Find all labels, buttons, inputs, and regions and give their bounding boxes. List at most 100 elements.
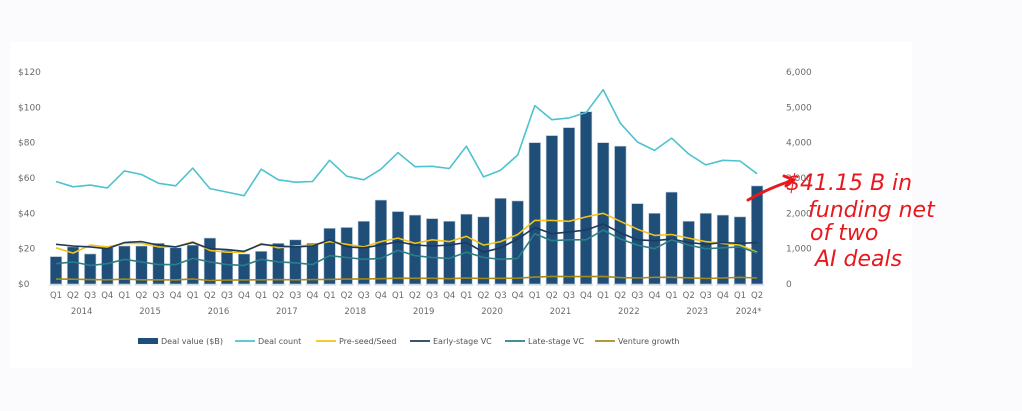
quarter-tick-label: Q4 [306,291,318,301]
quarter-tick-label: Q3 [84,291,96,301]
bar-deal-value [733,216,747,285]
quarter-tick-label: Q2 [477,291,489,301]
quarter-tick-label: Q1 [597,291,609,301]
series-lines [55,88,758,282]
right-axis-tick: 3,000 [786,174,812,184]
year-label: 2020 [481,307,503,317]
right-axis-tick: 5,000 [786,103,812,113]
bar-deal-value [426,218,439,285]
quarter-tick-label: Q1 [324,291,336,301]
quarter-tick-label: Q2 [683,291,695,301]
legend-label: Late-stage VC [528,337,585,346]
quarter-tick-label: Q2 [341,291,353,301]
bar-deal-value [665,191,678,285]
quarter-tick-label: Q1 [255,291,267,301]
quarter-tick-label: Q4 [101,291,113,301]
quarter-tick-label: Q4 [375,291,387,301]
quarter-tick-label: Q2 [751,291,763,301]
bar-deal-value [443,220,456,285]
bar-deal-value [460,213,473,285]
quarter-tick-label: Q3 [153,291,165,301]
quarter-tick-label: Q3 [358,291,370,301]
year-label: 2016 [208,307,230,317]
right-axis-tick: 2,000 [786,209,812,219]
year-label: 2014 [71,307,93,317]
quarter-tick-label: Q1 [118,291,130,301]
bar-deal-value [682,220,695,285]
bar-deal-value [118,245,131,285]
year-label: 2018 [344,307,366,317]
quarter-tick-label: Q2 [409,291,421,301]
bar-deal-value [391,211,405,285]
quarter-tick-label: Q3 [700,291,712,301]
bar-deal-value [101,247,114,285]
bar-deal-value [135,245,148,285]
x-axis: Q1 Q2 Q3 Q4 Q1 Q2 Q3 Q4 Q1 Q2 Q3 Q4 Q1 Q2 Q3 Q4 Q1 Q2 Q3 Q4… [49,284,765,317]
bar-deal-value [238,253,251,285]
quarter-tick-label: Q2 [135,291,147,301]
year-label: 2021 [550,307,572,317]
line-deal-count [55,88,758,197]
quarter-tick-label: Q4 [170,291,182,301]
legend-label: Early-stage VC [433,337,492,346]
bar-deal-value [220,250,234,285]
bar-deal-value [528,142,541,285]
bar-deal-value [357,220,370,285]
line-early-stage-vc [55,223,758,253]
quarter-tick-label: Q2 [614,291,626,301]
legend-label: Deal count [258,337,301,346]
quarter-tick-label: Q2 [204,291,216,301]
left-axis-tick: $120 [18,68,41,78]
quarter-tick-label: Q2 [272,291,284,301]
legend: Deal value ($B) Deal count Pre-seed/Seed Ea… [138,337,679,346]
quarter-tick-label: Q1 [734,291,746,301]
bar-deal-value [562,127,576,285]
bar-deal-value [186,244,199,285]
bar-deal-value [409,214,422,285]
legend-label: Pre-seed/Seed [339,337,396,346]
year-label: 2015 [139,307,161,317]
bar-deal-value [272,243,285,285]
left-axis-tick: $60 [18,174,35,184]
left-axis-tick: $100 [18,103,41,113]
year-label: 2023 [686,307,708,317]
quarter-tick-label: Q2 [546,291,558,301]
left-axis: $0 $20 $40 $60 $80 $100 $120 [18,68,41,290]
combo-chart: $0 $20 $40 $60 $80 $100 $120 0 1,000 2,000 3,000 4… [18,68,812,346]
bar-deal-value [84,253,97,285]
bar-deal-value [580,111,593,285]
quarter-tick-label: Q1 [460,291,472,301]
right-axis-tick: 1,000 [786,245,812,255]
bar-deal-value [67,246,80,285]
legend-swatch-bar [138,338,158,344]
year-label: 2022 [618,307,640,317]
quarter-tick-label: Q4 [648,291,660,301]
right-axis-tick: 0 [786,280,792,290]
quarter-tick-label: Q3 [495,291,507,301]
quarter-tick-label: Q3 [221,291,233,301]
quarter-tick-label: Q1 [392,291,404,301]
left-axis-tick: $20 [18,245,35,255]
quarter-tick-label: Q4 [580,291,592,301]
quarter-tick-label: Q4 [443,291,455,301]
bar-deal-value [716,214,729,285]
quarter-tick-label: Q4 [717,291,729,301]
left-axis-tick: $40 [18,209,35,219]
left-axis-tick: $0 [18,280,30,290]
quarter-tick-label: Q3 [631,291,643,301]
line-venture-growth [55,275,758,282]
chart-card: $0 $20 $40 $60 $80 $100 $120 0 1,000 2,000 3,000 4… [10,42,912,368]
bar-deal-value [545,135,558,285]
right-axis: 0 1,000 2,000 3,000 4,000 5,000 6,000 [786,68,812,290]
bar-deal-value [49,256,63,285]
bar-deal-value [751,185,764,285]
quarter-tick-label: Q3 [426,291,438,301]
right-axis-tick: 6,000 [786,68,812,78]
bar-deal-value [614,145,627,285]
legend-label: Deal value ($B) [161,337,223,346]
year-label: 2017 [276,307,298,317]
deal-value-bars [49,111,764,285]
quarter-tick-label: Q3 [289,291,301,301]
year-label: 2019 [413,307,435,317]
quarter-tick-label: Q4 [238,291,250,301]
